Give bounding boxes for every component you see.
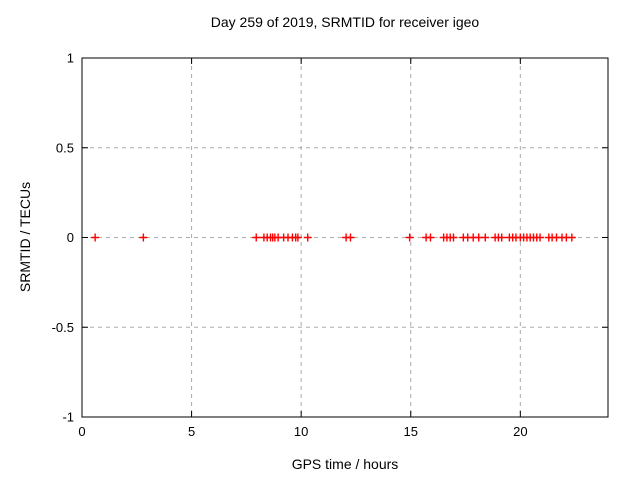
data-point-marker — [481, 233, 490, 242]
y-tick-label: -1 — [62, 410, 74, 425]
data-point-marker — [567, 233, 576, 242]
data-point-marker — [449, 233, 458, 242]
data-point-marker — [139, 233, 148, 242]
data-point-marker — [536, 233, 545, 242]
chart-title: Day 259 of 2019, SRMTID for receiver ige… — [210, 14, 480, 30]
x-tick-label: 0 — [78, 424, 85, 439]
x-tick-label: 15 — [404, 424, 418, 439]
data-point-marker — [426, 233, 435, 242]
data-point-marker — [497, 233, 506, 242]
x-tick-label: 10 — [294, 424, 308, 439]
x-axis-title: GPS time / hours — [291, 456, 399, 472]
data-point-marker — [293, 233, 302, 242]
data-point-marker — [346, 233, 355, 242]
y-tick-label: 0.5 — [56, 140, 74, 155]
data-point-marker — [405, 233, 414, 242]
data-point-marker — [91, 233, 100, 242]
y-tick-label: 0 — [67, 230, 74, 245]
y-tick-label: -0.5 — [52, 320, 74, 335]
x-tick-label: 20 — [513, 424, 527, 439]
y-tick-label: 1 — [67, 51, 74, 66]
data-point-marker — [252, 233, 261, 242]
data-point-marker — [303, 233, 312, 242]
x-tick-label: 5 — [188, 424, 195, 439]
